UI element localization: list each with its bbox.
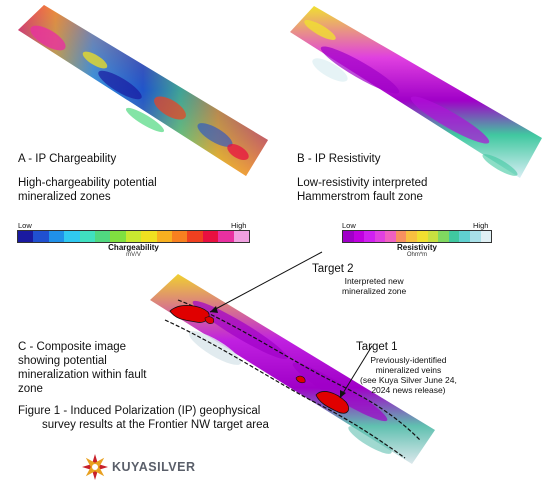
chargeability-colorbar-swatch <box>202 231 219 242</box>
chargeability-colorbar-swatch <box>95 231 111 242</box>
resistivity-colorbar-swatch <box>469 231 481 242</box>
resistivity-colorbar-swatch <box>374 231 386 242</box>
panel-c-title: C - Composite image showing potential mi… <box>18 341 147 395</box>
chargeability-high-label: High <box>231 221 247 230</box>
resistivity-colorbar-swatch <box>343 231 354 242</box>
chargeability-colorbar-swatch <box>18 231 34 242</box>
chargeability-colorbar-swatch <box>64 231 80 242</box>
resistivity-colorbar-swatch <box>353 231 365 242</box>
resistivity-colorbar-swatch <box>395 231 407 242</box>
resistivity-colorbar-unit: Ohm*m <box>406 252 428 258</box>
target2-label: Target 2 <box>312 263 354 275</box>
composite-strip <box>150 274 435 464</box>
chargeability-colorbar-swatch <box>172 231 188 242</box>
resistivity-colorbar-swatch <box>364 231 375 242</box>
chargeability-low-label: Low <box>18 221 32 230</box>
resistivity-colorbar <box>342 230 492 243</box>
resistivity-colorbar-title: Resistivity <box>396 243 438 252</box>
panel-a-title: A - IP Chargeability <box>18 153 117 165</box>
resistivity-strip <box>290 6 542 178</box>
resistivity-colorbar-swatch <box>448 231 460 242</box>
panel-b-title: B - IP Resistivity <box>297 153 381 165</box>
target2-note: Interpreted new mineralized zone <box>342 276 407 296</box>
chargeability-colorbar-unit: mV/V <box>126 252 141 258</box>
kuya-silver-logo-text: KUYASILVER <box>112 460 196 474</box>
chargeability-colorbar-swatch <box>48 231 65 242</box>
chargeability-colorbar-swatch <box>110 231 126 242</box>
resistivity-colorbar-swatch <box>417 231 428 242</box>
target1-label: Target 1 <box>356 341 398 353</box>
resistivity-colorbar-swatch <box>438 231 449 242</box>
target1-arrow <box>339 345 373 399</box>
chargeability-colorbar-swatch <box>218 231 234 242</box>
target2-arrow <box>209 251 323 313</box>
chargeability-colorbar-swatch <box>233 231 250 242</box>
resistivity-colorbar-swatch <box>385 231 396 242</box>
target1-note: Previously-identified mineralized veins … <box>360 355 457 395</box>
panel-a-description: High-chargeability potential mineralized… <box>18 177 157 203</box>
target1-zone <box>315 391 349 414</box>
resistivity-colorbar-swatch <box>480 231 492 242</box>
resistivity-colorbar-swatch <box>406 231 418 242</box>
chargeability-strip <box>18 5 268 176</box>
resistivity-high-label: High <box>473 221 489 230</box>
chargeability-colorbar-swatch <box>125 231 142 242</box>
resistivity-low-label: Low <box>342 221 356 230</box>
chargeability-colorbar-swatch <box>141 231 157 242</box>
chargeability-colorbar-swatch <box>33 231 49 242</box>
chargeability-colorbar-swatch <box>187 231 203 242</box>
kuya-silver-star-logo-icon <box>82 454 108 480</box>
chargeability-colorbar-swatch <box>156 231 173 242</box>
chargeability-colorbar <box>17 230 250 243</box>
figure-caption: Figure 1 - Induced Polarization (IP) geo… <box>18 405 269 431</box>
panel-b-description: Low-resistivity interpreted Hammerstrom … <box>297 177 428 203</box>
resistivity-colorbar-swatch <box>459 231 470 242</box>
chargeability-colorbar-swatch <box>79 231 96 242</box>
resistivity-colorbar-swatch <box>427 231 439 242</box>
chargeability-colorbar-title: Chargeability <box>108 243 159 252</box>
